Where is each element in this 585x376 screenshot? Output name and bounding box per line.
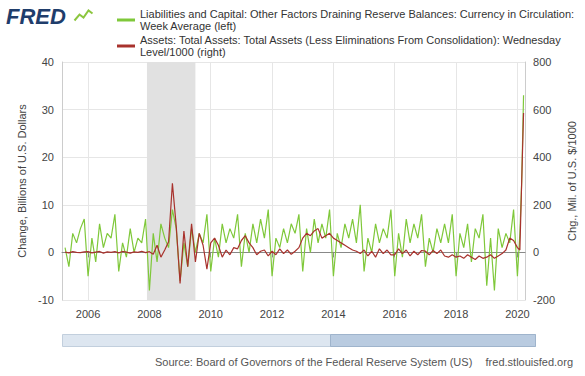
svg-text:2018: 2018: [444, 308, 468, 320]
svg-text:10: 10: [42, 199, 54, 211]
svg-text:FRED: FRED: [6, 4, 66, 29]
svg-text:-200: -200: [533, 294, 555, 306]
svg-text:2012: 2012: [260, 308, 284, 320]
svg-text:2010: 2010: [198, 308, 222, 320]
svg-text:0: 0: [48, 246, 54, 258]
svg-text:0: 0: [533, 246, 539, 258]
svg-text:Liabilities and Capital: Other: Liabilities and Capital: Other Factors D…: [140, 8, 577, 20]
svg-text:Chg., Mil. of U.S. $/1000: Chg., Mil. of U.S. $/1000: [566, 121, 578, 241]
svg-text:30: 30: [42, 104, 54, 116]
svg-text:20: 20: [42, 151, 54, 163]
svg-text:Level/1000 (right): Level/1000 (right): [140, 46, 226, 58]
svg-text:800: 800: [533, 56, 551, 68]
svg-text:2008: 2008: [137, 308, 161, 320]
svg-text:2016: 2016: [383, 308, 407, 320]
svg-text:2020: 2020: [505, 308, 529, 320]
svg-text:Week Average (left): Week Average (left): [140, 20, 236, 32]
svg-text:400: 400: [533, 151, 551, 163]
svg-text:2006: 2006: [76, 308, 100, 320]
svg-text:2014: 2014: [321, 308, 345, 320]
svg-text:200: 200: [533, 199, 551, 211]
svg-text:40: 40: [42, 56, 54, 68]
svg-text:Assets: Total Assets: Total As: Assets: Total Assets: Total Assets (Less…: [140, 34, 564, 46]
svg-text:Source: Board of Governors of: Source: Board of Governors of the Federa…: [155, 356, 472, 368]
svg-text:-10: -10: [38, 294, 54, 306]
svg-text:Change, Billions of U.S. Dolla: Change, Billions of U.S. Dollars: [16, 104, 28, 258]
svg-text:fred.stlouisfed.org: fred.stlouisfed.org: [486, 356, 573, 368]
svg-text:600: 600: [533, 104, 551, 116]
